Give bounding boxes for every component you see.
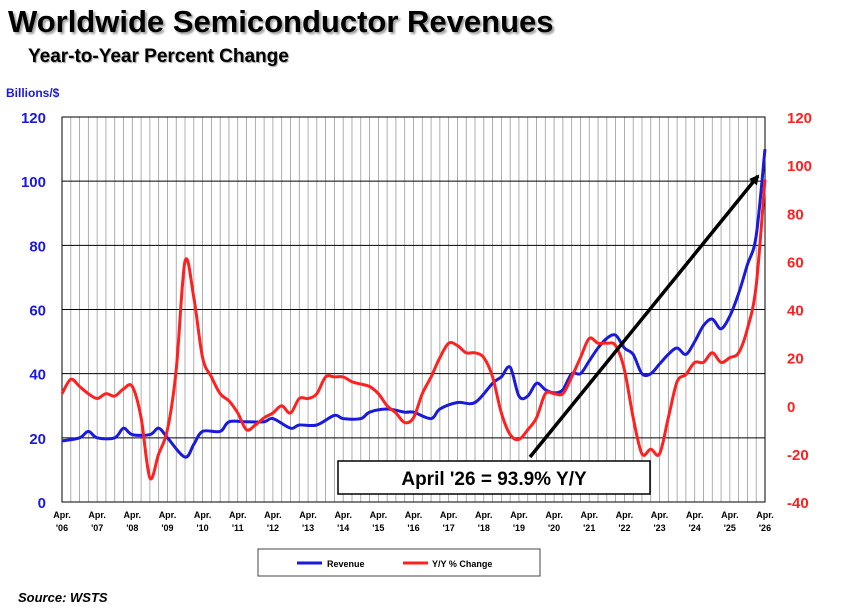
x-axis-tick-label-top: Apr. — [475, 510, 493, 520]
x-axis-tick-label-top: Apr. — [159, 510, 177, 520]
x-axis-tick-label-top: Apr. — [545, 510, 563, 520]
x-axis-ticks: Apr. '06 Apr. '07 Apr. '08 Apr. '09 Apr. '10 Apr. '… — [53, 510, 774, 533]
x-axis-tick-label-bottom: '26 — [759, 523, 771, 533]
x-axis-tick-label-bottom: '25 — [724, 523, 736, 533]
x-axis-tick-label-bottom: '19 — [513, 523, 525, 533]
x-axis-tick-label-bottom: '24 — [689, 523, 701, 533]
right-axis-tick-label: 120 — [787, 110, 812, 127]
x-axis-tick-label-top: Apr. — [229, 510, 247, 520]
x-axis-tick-label-bottom: '07 — [91, 523, 103, 533]
left-axis-unit-label: Billions/$ — [6, 86, 60, 100]
left-axis-tick-label: 60 — [29, 303, 46, 320]
x-axis-tick-label-top: Apr. — [264, 510, 282, 520]
left-axis-tick-label: 0 — [38, 495, 46, 512]
x-axis-tick-label-bottom: '14 — [337, 523, 349, 533]
x-axis-tick-label-top: Apr. — [405, 510, 423, 520]
x-axis-tick-label-top: Apr. — [756, 510, 774, 520]
source-note: Source: WSTS — [18, 590, 108, 605]
plot-frame — [61, 116, 766, 503]
x-axis-tick-label-top: Apr. — [440, 510, 458, 520]
x-axis-tick-label-bottom: '15 — [372, 523, 384, 533]
x-axis-tick-label-top: Apr. — [334, 510, 352, 520]
left-axis-tick-label: 40 — [29, 367, 46, 384]
right-axis-tick-label: 40 — [787, 303, 804, 320]
x-axis-tick-label-top: Apr. — [510, 510, 528, 520]
right-axis-tick-label: 20 — [787, 351, 804, 368]
x-axis-tick-label-top: Apr. — [686, 510, 704, 520]
annotation-text: April '26 = 93.9% Y/Y — [401, 469, 587, 490]
x-axis-tick-label-top: Apr. — [651, 510, 669, 520]
x-axis-tick-label-top: Apr. — [370, 510, 388, 520]
x-axis-tick-label-top: Apr. — [88, 510, 106, 520]
left-axis-tick-label: 20 — [29, 431, 46, 448]
x-axis-tick-label-top: Apr. — [124, 510, 142, 520]
left-axis-tick-label: 120 — [21, 110, 46, 127]
right-axis-tick-label: 100 — [787, 158, 812, 175]
x-axis-tick-label-bottom: '16 — [407, 523, 419, 533]
x-axis-tick-label-bottom: '08 — [126, 523, 138, 533]
x-axis-tick-label-top: Apr. — [299, 510, 317, 520]
legend: Revenue Y/Y % Change — [257, 548, 541, 577]
left-axis-tick-label: 80 — [29, 238, 46, 255]
x-axis-tick-label-bottom: '06 — [56, 523, 68, 533]
left-axis-ticks: 0 20 40 60 80 100 120 — [21, 110, 46, 512]
x-axis-tick-label-bottom: '20 — [548, 523, 560, 533]
x-axis-tick-label-bottom: '09 — [161, 523, 173, 533]
legend-label-revenue: Revenue — [327, 559, 365, 569]
x-axis-tick-label-bottom: '12 — [267, 523, 279, 533]
series-line-revenue — [61, 148, 767, 459]
x-axis-tick-label-top: Apr. — [721, 510, 739, 520]
annotation-box: April '26 = 93.9% Y/Y — [337, 460, 651, 495]
annotation-arrow — [528, 174, 760, 459]
x-axis-tick-label-bottom: '22 — [618, 523, 630, 533]
x-axis-tick-label-top: Apr. — [53, 510, 71, 520]
x-axis-tick-label-bottom: '18 — [478, 523, 490, 533]
x-axis-tick-label-bottom: '21 — [583, 523, 595, 533]
x-axis-tick-label-bottom: '13 — [302, 523, 314, 533]
x-axis-tick-label-bottom: '17 — [443, 523, 455, 533]
right-axis-tick-label: 80 — [787, 206, 804, 223]
right-axis-ticks: -40 -20 0 20 40 60 80 100 120 — [787, 110, 812, 512]
x-axis-tick-label-top: Apr. — [580, 510, 598, 520]
chart-title: Worldwide Semiconductor Revenues — [8, 4, 554, 39]
right-axis-tick-label: -40 — [787, 495, 809, 512]
x-axis-tick-label-top: Apr. — [616, 510, 634, 520]
x-axis-tick-label-top: Apr. — [194, 510, 212, 520]
left-axis-tick-label: 100 — [21, 174, 46, 191]
right-axis-tick-label: 0 — [787, 399, 795, 416]
x-axis-tick-label-bottom: '10 — [197, 523, 209, 533]
grid — [62, 116, 765, 503]
legend-label-yoy: Y/Y % Change — [432, 559, 492, 569]
chart-subtitle: Year-to-Year Percent Change — [28, 46, 289, 67]
right-axis-tick-label: 60 — [787, 254, 804, 271]
x-axis-tick-label-bottom: '23 — [653, 523, 665, 533]
series-line-yoy-change — [60, 179, 767, 481]
x-axis-tick-label-bottom: '11 — [232, 523, 244, 533]
right-axis-tick-label: -20 — [787, 447, 809, 464]
